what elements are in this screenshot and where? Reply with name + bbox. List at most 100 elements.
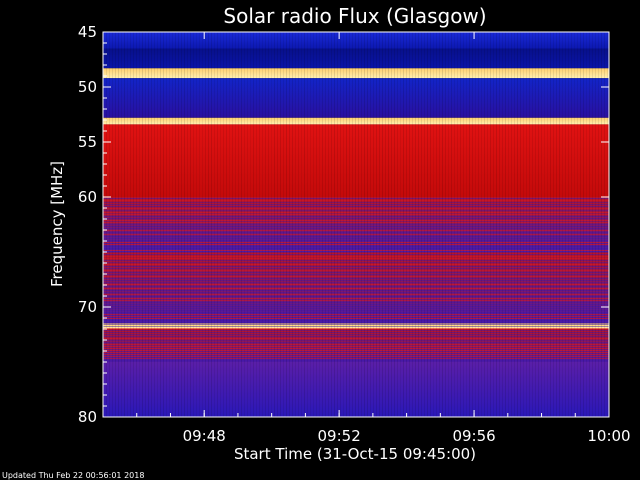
x-tick-label: 09:56 xyxy=(452,427,495,445)
heatmap-stripe xyxy=(103,200,609,201)
heatmap-column-texture xyxy=(559,32,560,417)
heatmap-column-texture xyxy=(502,32,503,417)
heatmap-column-texture xyxy=(157,32,158,417)
heatmap-column-texture xyxy=(328,32,329,417)
heatmap-column-texture xyxy=(115,32,116,417)
heatmap-column-texture xyxy=(112,32,113,417)
heatmap-stripe xyxy=(103,316,609,317)
heatmap-stripe xyxy=(103,320,609,321)
heatmap-column-texture xyxy=(340,32,341,417)
heatmap-stripe xyxy=(103,242,609,243)
heatmap-column-texture xyxy=(190,32,191,417)
heatmap-column-texture xyxy=(151,32,152,417)
heatmap-column-texture xyxy=(430,32,431,417)
heatmap-column-texture xyxy=(436,32,437,417)
heatmap-stripe xyxy=(103,360,609,361)
heatmap-column-texture xyxy=(529,32,530,417)
heatmap-column-texture xyxy=(130,32,131,417)
heatmap-column-texture xyxy=(226,32,227,417)
heatmap-column-texture xyxy=(136,32,137,417)
heatmap-column-texture xyxy=(229,32,230,417)
heatmap-column-texture xyxy=(310,32,311,417)
heatmap-column-texture xyxy=(217,32,218,417)
heatmap-column-texture xyxy=(313,32,314,417)
heatmap-column-texture xyxy=(277,32,278,417)
heatmap-stripe xyxy=(103,338,609,339)
heatmap-stripe xyxy=(103,304,609,305)
heatmap-column-texture xyxy=(154,32,155,417)
heatmap-column-texture xyxy=(196,32,197,417)
heatmap-stripe xyxy=(103,208,609,209)
heatmap-column-texture xyxy=(472,32,473,417)
heatmap-column-texture xyxy=(604,32,605,417)
heatmap-stripe xyxy=(103,260,609,261)
heatmap-column-texture xyxy=(289,32,290,417)
axes-frame xyxy=(102,31,610,418)
heatmap-column-texture xyxy=(553,32,554,417)
heatmap-column-texture xyxy=(355,32,356,417)
heatmap-column-texture xyxy=(163,32,164,417)
heatmap-stripe xyxy=(103,270,609,271)
heatmap-column-texture xyxy=(346,32,347,417)
heatmap-column-texture xyxy=(586,32,587,417)
heatmap-column-texture xyxy=(508,32,509,417)
heatmap-column-texture xyxy=(595,32,596,417)
heatmap-column-texture xyxy=(475,32,476,417)
heatmap-stripe xyxy=(103,300,609,301)
heatmap-stripe xyxy=(103,324,609,325)
heatmap-band xyxy=(103,362,609,417)
heatmap-stripe xyxy=(103,228,609,229)
heatmap-stripe xyxy=(103,240,609,241)
heatmap-column-texture xyxy=(325,32,326,417)
heatmap-stripe xyxy=(103,202,609,203)
heatmap-stripe xyxy=(103,346,609,347)
heatmap-column-texture xyxy=(262,32,263,417)
heatmap-column-texture xyxy=(451,32,452,417)
heatmap-column-texture xyxy=(175,32,176,417)
heatmap-stripe xyxy=(103,350,609,351)
heatmap-column-texture xyxy=(199,32,200,417)
heatmap-column-texture xyxy=(334,32,335,417)
heatmap-column-texture xyxy=(454,32,455,417)
heatmap-stripe xyxy=(103,218,609,219)
heatmap-stripe xyxy=(103,308,609,309)
heatmap-column-texture xyxy=(541,32,542,417)
heatmap-stripe xyxy=(103,342,609,343)
heatmap-stripe xyxy=(103,254,609,255)
heatmap-column-texture xyxy=(607,32,608,417)
heatmap-column-texture xyxy=(556,32,557,417)
heatmap-stripe xyxy=(103,224,609,225)
heatmap-stripe xyxy=(103,280,609,281)
heatmap-column-texture xyxy=(406,32,407,417)
heatmap-column-texture xyxy=(415,32,416,417)
heatmap-column-texture xyxy=(181,32,182,417)
heatmap-column-texture xyxy=(184,32,185,417)
heatmap-column-texture xyxy=(499,32,500,417)
heatmap-column-texture xyxy=(433,32,434,417)
heatmap-column-texture xyxy=(118,32,119,417)
heatmap-column-texture xyxy=(286,32,287,417)
heatmap-column-texture xyxy=(205,32,206,417)
heatmap-column-texture xyxy=(295,32,296,417)
heatmap-column-texture xyxy=(463,32,464,417)
heatmap-stripe xyxy=(103,272,609,273)
heatmap-column-texture xyxy=(124,32,125,417)
heatmap-column-texture xyxy=(202,32,203,417)
heatmap-column-texture xyxy=(160,32,161,417)
heatmap-column-texture xyxy=(448,32,449,417)
heatmap-stripe xyxy=(103,238,609,239)
x-tick-label: 09:48 xyxy=(183,427,226,445)
heatmap-stripe xyxy=(103,212,609,213)
heatmap-stripe xyxy=(103,288,609,289)
heatmap-stripe xyxy=(103,214,609,215)
heatmap-column-texture xyxy=(574,32,575,417)
heatmap-column-texture xyxy=(349,32,350,417)
heatmap-stripe xyxy=(103,204,609,205)
heatmap-column-texture xyxy=(343,32,344,417)
heatmap-column-texture xyxy=(397,32,398,417)
heatmap-column-texture xyxy=(547,32,548,417)
y-tick-label: 50 xyxy=(78,78,97,96)
heatmap-column-texture xyxy=(583,32,584,417)
heatmap-column-texture xyxy=(223,32,224,417)
heatmap-column-texture xyxy=(301,32,302,417)
